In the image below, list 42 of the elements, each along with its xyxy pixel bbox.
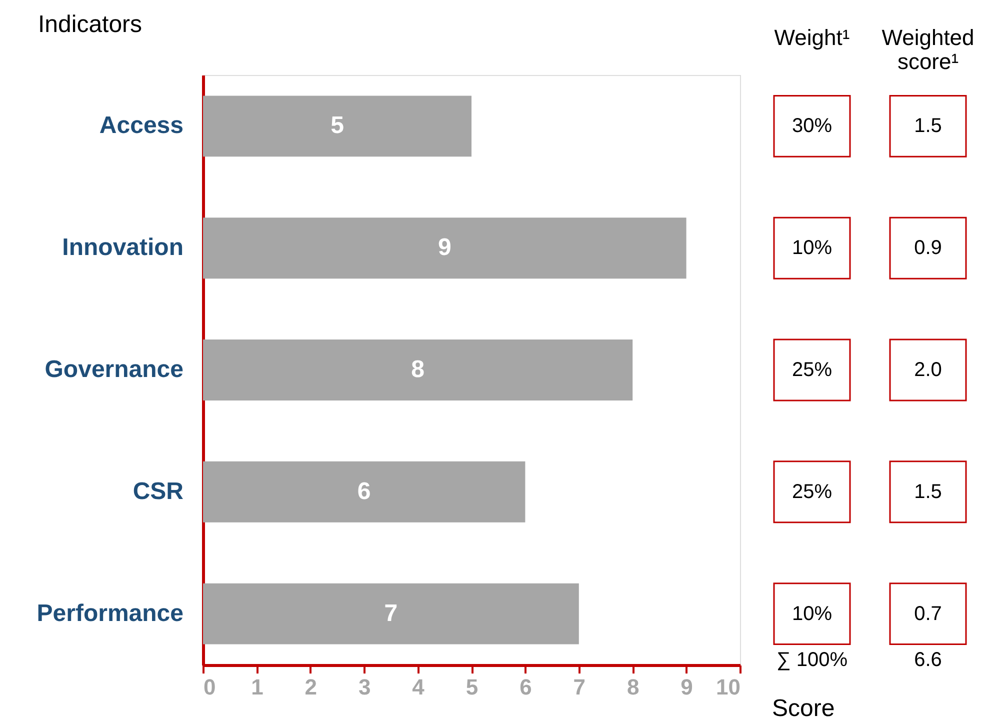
text: 10% [792,602,832,625]
text: 1.5 [914,480,942,503]
x-tick-label: 2 [304,674,318,700]
text: 0.9 [914,237,942,260]
x-tick-label: 5 [466,674,478,700]
y-tick-label: Access [99,112,184,140]
text: 10% [792,237,832,260]
text: 1.5 [914,115,942,138]
bar [203,461,526,522]
bar [203,218,686,279]
data-label: 8 [411,356,424,383]
text: 0.7 [914,602,942,625]
data-label: 6 [357,478,371,505]
y-tick-label: CSR [132,478,184,505]
bar [203,340,633,400]
text: 6.6 [914,649,942,671]
x-tick-label: 9 [680,674,693,700]
x-tick-label: 1 [251,674,264,700]
data-label: 9 [438,234,452,262]
x-axis-title: Score [772,695,835,721]
text: Weighted score¹ [882,25,974,74]
x-tick-label: 7 [573,674,586,700]
y-tick-label: Performance [36,600,184,627]
y-axis-title: Indicators [38,11,142,38]
bar [203,96,472,157]
y-tick-label: Governance [44,356,184,383]
x-tick-label: 10 [716,674,740,700]
text: 30% [792,115,832,138]
text: Weight¹ [774,25,850,50]
x-tick-label: 0 [204,674,216,700]
x-tick-label: 6 [520,674,532,700]
y-tick-label: Innovation [62,234,184,262]
data-label: 7 [384,600,398,627]
bar [203,583,579,644]
text: 25% [792,480,832,503]
x-tick-label: 4 [412,674,426,700]
text: 25% [792,359,832,381]
data-label: 5 [330,112,344,140]
x-tick-label: 3 [358,674,371,700]
text: ∑ 100% [776,649,848,671]
x-tick-label: 8 [626,674,640,700]
text: 2.0 [914,359,942,381]
